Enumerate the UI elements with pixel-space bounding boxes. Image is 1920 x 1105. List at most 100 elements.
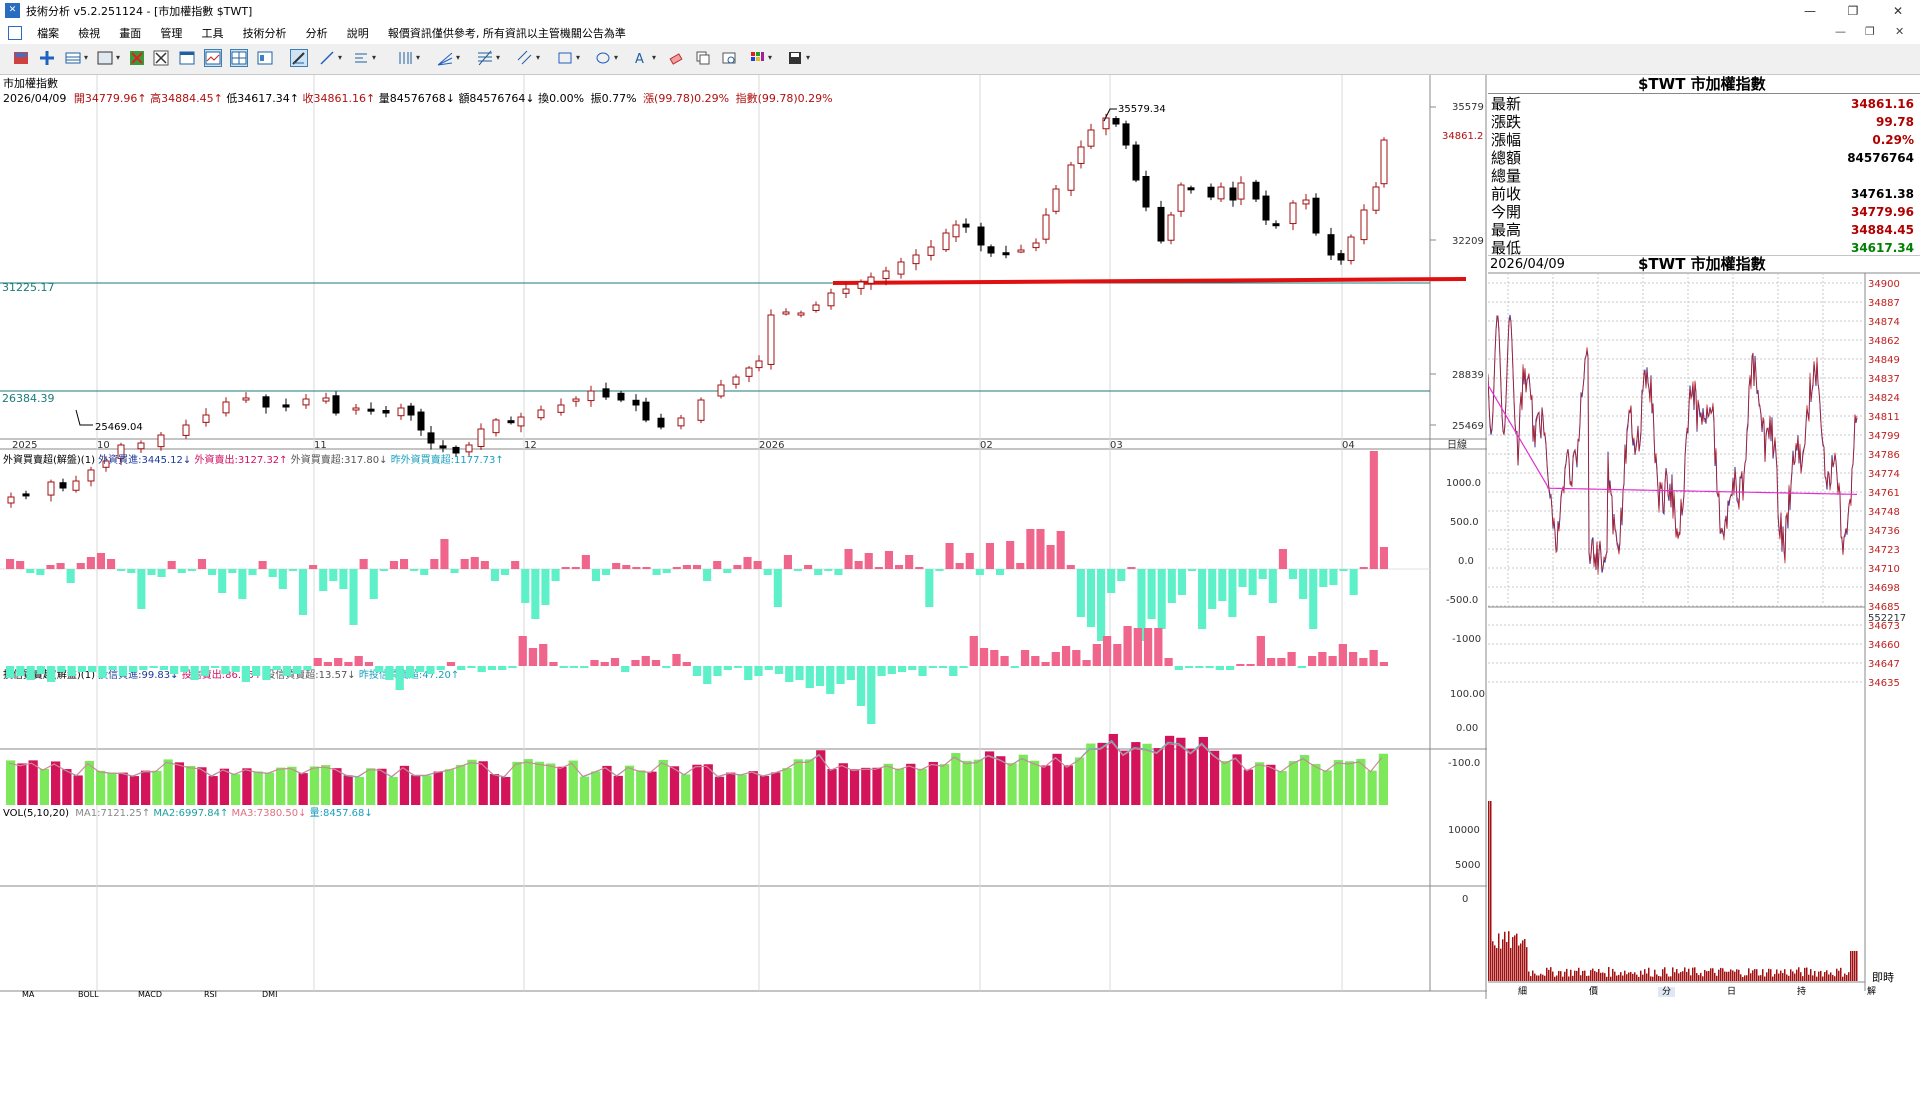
minimize-button[interactable]: — bbox=[1804, 4, 1816, 18]
fibonacci-dropdown-icon[interactable]: ▾ bbox=[496, 53, 501, 62]
menu-analysis[interactable]: 分析 bbox=[305, 27, 328, 40]
table-icon[interactable] bbox=[64, 49, 82, 67]
close-button[interactable]: ✕ bbox=[1892, 4, 1904, 18]
delete-chart-icon[interactable] bbox=[128, 49, 146, 67]
line-chart-icon[interactable] bbox=[204, 49, 222, 67]
trust-bar bbox=[610, 658, 620, 666]
volume-bar bbox=[1277, 770, 1287, 805]
volume-bar bbox=[996, 756, 1006, 805]
volume-bar bbox=[309, 766, 320, 805]
line-tool-icon[interactable] bbox=[318, 49, 336, 67]
draw-tool-icon[interactable] bbox=[290, 49, 308, 67]
menu-manage[interactable]: 管理 bbox=[160, 27, 183, 40]
support-line[interactable] bbox=[832, 277, 1467, 285]
palette-dropdown-icon[interactable]: ▾ bbox=[768, 53, 773, 62]
bar-tool-dropdown-icon[interactable]: ▾ bbox=[416, 53, 421, 62]
fan-icon[interactable] bbox=[436, 49, 454, 67]
parallel-dropdown-icon[interactable]: ▾ bbox=[536, 53, 541, 62]
tab-detail[interactable]: 細 bbox=[1518, 987, 1528, 997]
foreign-bar bbox=[26, 569, 35, 573]
menu-screen[interactable]: 畫面 bbox=[119, 27, 142, 40]
parallel-icon[interactable] bbox=[516, 49, 534, 67]
tab-macd[interactable]: MACD bbox=[138, 990, 162, 999]
tab-price[interactable]: 價 bbox=[1589, 987, 1599, 997]
tab-dmi[interactable]: DMI bbox=[262, 990, 278, 999]
foreign-bar bbox=[197, 559, 207, 569]
title-bar: ✕ 技術分析 v5.2.251124 - [市加權指數 $TWT] — ❐ ✕ bbox=[0, 0, 1920, 23]
foreign-axis-label: 0.0 bbox=[1458, 556, 1474, 567]
text-line-dropdown-icon[interactable]: ▾ bbox=[372, 53, 377, 62]
trust-bar bbox=[692, 666, 702, 676]
text-icon[interactable]: A bbox=[632, 49, 650, 67]
mdi-minimize-button[interactable]: — bbox=[1835, 25, 1846, 38]
menu-view[interactable]: 檢視 bbox=[78, 27, 101, 40]
intraday-volume-bar bbox=[1724, 971, 1726, 981]
layout-toggle-icon[interactable] bbox=[96, 49, 114, 67]
table-dropdown-icon[interactable]: ▾ bbox=[84, 53, 89, 62]
menu-help[interactable]: 說明 bbox=[346, 27, 369, 40]
layout-icon[interactable] bbox=[12, 49, 30, 67]
foreign-bar bbox=[1228, 569, 1237, 617]
line-tool-dropdown-icon[interactable]: ▾ bbox=[338, 53, 343, 62]
chart-settings-icon[interactable] bbox=[256, 49, 274, 67]
date-axis-label: 10 bbox=[97, 440, 110, 451]
quote-header: $TWT 市加權指數 bbox=[1488, 75, 1920, 94]
cancel-icon[interactable] bbox=[152, 49, 170, 67]
text-line-icon[interactable] bbox=[352, 49, 370, 67]
mdi-close-button[interactable]: ✕ bbox=[1895, 25, 1905, 38]
rectangle-icon[interactable] bbox=[556, 49, 574, 67]
bar-tool-icon[interactable] bbox=[396, 49, 414, 67]
volume-bar bbox=[96, 770, 106, 805]
ellipse-dropdown-icon[interactable]: ▾ bbox=[614, 53, 619, 62]
crosshair-icon[interactable] bbox=[38, 49, 56, 67]
copy-icon[interactable] bbox=[694, 49, 712, 67]
tab-boll[interactable]: BOLL bbox=[78, 990, 99, 999]
tab-ma[interactable]: MA bbox=[22, 990, 35, 999]
trust-bar bbox=[528, 648, 538, 666]
quote-label: 總額 bbox=[1491, 149, 1522, 167]
intraday-chart[interactable]: 2026/04/09 $TWT 市加權指數 34900 34887 34874 348… bbox=[1488, 255, 1920, 1105]
window-icon[interactable] bbox=[178, 49, 196, 67]
save-dropdown-icon[interactable]: ▾ bbox=[806, 53, 811, 62]
multi-chart-icon[interactable] bbox=[230, 49, 248, 67]
foreign-bar bbox=[1016, 563, 1025, 569]
zoom-icon[interactable] bbox=[720, 49, 738, 67]
fan-dropdown-icon[interactable]: ▾ bbox=[456, 53, 461, 62]
menu-tools[interactable]: 工具 bbox=[201, 27, 224, 40]
tab-minute[interactable]: 分 bbox=[1658, 987, 1676, 997]
foreign-bar bbox=[1218, 569, 1227, 601]
foreign-bar bbox=[238, 569, 247, 599]
intraday-volume-bar bbox=[1702, 976, 1704, 981]
trust-bar bbox=[508, 666, 517, 668]
tab-rsi[interactable]: RSI bbox=[204, 990, 217, 999]
volume-bar bbox=[759, 775, 770, 805]
foreign-bar bbox=[298, 569, 308, 615]
palette-icon[interactable] bbox=[748, 49, 766, 67]
rectangle-dropdown-icon[interactable]: ▾ bbox=[576, 53, 581, 62]
save-icon[interactable] bbox=[786, 49, 804, 67]
fibonacci-icon[interactable] bbox=[476, 49, 494, 67]
trust-bar bbox=[518, 636, 527, 666]
menu-technical[interactable]: 技術分析 bbox=[242, 27, 287, 40]
volume-bar bbox=[141, 770, 151, 805]
foreign-bar bbox=[1208, 569, 1217, 609]
tab-day[interactable]: 日 bbox=[1727, 987, 1737, 997]
eraser-icon[interactable] bbox=[668, 49, 686, 67]
menu-file[interactable]: 檔案 bbox=[37, 27, 60, 40]
foreign-bar bbox=[1319, 569, 1328, 587]
candle-body bbox=[987, 246, 995, 254]
text-dropdown-icon[interactable]: ▾ bbox=[652, 53, 657, 62]
layout-dropdown-icon[interactable]: ▾ bbox=[116, 53, 121, 62]
trust-bar bbox=[16, 666, 25, 676]
trust-bar bbox=[139, 666, 148, 670]
volume-bar bbox=[17, 763, 27, 805]
maximize-button[interactable]: ❐ bbox=[1847, 4, 1859, 18]
ellipse-icon[interactable] bbox=[594, 49, 612, 67]
foreign-bar bbox=[1117, 569, 1126, 581]
mdi-restore-button[interactable]: ❐ bbox=[1865, 25, 1875, 38]
tab-analysis[interactable]: 解 bbox=[1867, 987, 1877, 997]
intraday-volume-bar bbox=[1802, 976, 1804, 981]
technical-chart[interactable]: 31225.17 26384.39 市加權指數 2026/04/09 開3477… bbox=[0, 75, 1488, 999]
volume-bar bbox=[748, 771, 758, 805]
tab-holding[interactable]: 持 bbox=[1797, 987, 1807, 997]
